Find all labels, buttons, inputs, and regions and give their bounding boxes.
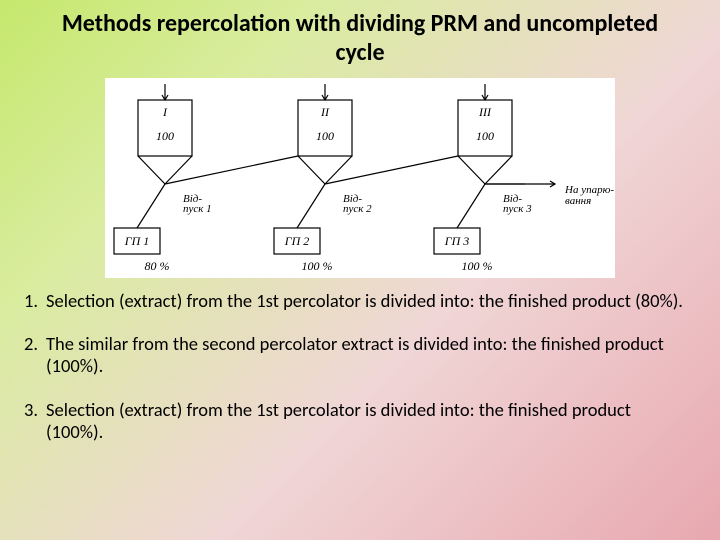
svg-text:ГП 3: ГП 3 [444, 234, 470, 248]
diagram-svg: I100ГП 1Від-пуск 180 %II100ГП 2Від-пуск … [105, 78, 615, 278]
list-text: Selection (extract) from the 1st percola… [46, 290, 684, 312]
svg-text:вання: вання [565, 195, 591, 207]
svg-text:100 %: 100 % [462, 259, 493, 273]
list-item: 3. Selection (extract) from the 1st perc… [20, 399, 684, 443]
svg-text:100: 100 [316, 129, 334, 143]
svg-text:III: III [478, 105, 492, 119]
svg-text:100 %: 100 % [302, 259, 333, 273]
page-title: Methods repercolation with dividing PRM … [0, 0, 720, 74]
list-item: 1. Selection (extract) from the 1st perc… [20, 290, 684, 312]
list-number: 2. [20, 333, 46, 377]
svg-text:пуск 3: пуск 3 [503, 203, 532, 215]
svg-text:II: II [320, 105, 330, 119]
list-text: The similar from the second percolator e… [46, 333, 684, 377]
list-text: Selection (extract) from the 1st percola… [46, 399, 684, 443]
repercolation-diagram: I100ГП 1Від-пуск 180 %II100ГП 2Від-пуск … [105, 78, 615, 278]
svg-text:ГП 2: ГП 2 [284, 234, 310, 248]
svg-text:I: I [162, 105, 168, 119]
svg-text:80 %: 80 % [145, 259, 170, 273]
list-number: 3. [20, 399, 46, 443]
list-number: 1. [20, 290, 46, 312]
svg-text:100: 100 [156, 129, 174, 143]
svg-text:ГП 1: ГП 1 [124, 234, 150, 248]
list-item: 2. The similar from the second percolato… [20, 333, 684, 377]
svg-text:пуск 2: пуск 2 [343, 203, 372, 215]
description-list: 1. Selection (extract) from the 1st perc… [0, 290, 720, 443]
svg-text:100: 100 [476, 129, 494, 143]
svg-text:пуск 1: пуск 1 [183, 203, 212, 215]
